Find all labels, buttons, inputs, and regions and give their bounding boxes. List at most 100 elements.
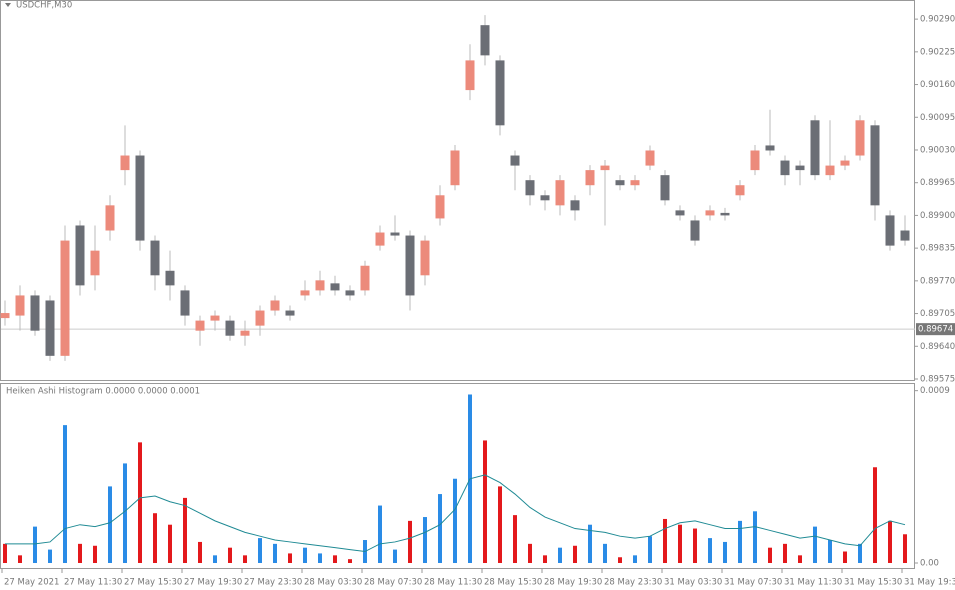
candle-body — [45, 300, 55, 356]
histogram-bar — [213, 555, 217, 563]
x-tick-label: 28 May 15:30 — [484, 578, 542, 588]
x-tick-label: 28 May 03:30 — [304, 578, 362, 588]
histogram-bar — [618, 557, 622, 563]
candle-body — [795, 165, 805, 171]
candle-body — [75, 225, 85, 286]
histogram-bar — [708, 538, 712, 563]
histogram-bar — [528, 543, 532, 563]
candle-body — [375, 232, 385, 246]
histogram-bar — [903, 534, 907, 563]
indicator-title: Heiken Ashi Histogram 0.0000 0.0000 0.00… — [6, 387, 200, 397]
candle-body — [480, 25, 490, 56]
candle-body — [840, 160, 850, 166]
y-tick-label: 0.89835 — [920, 244, 955, 254]
candle-body — [255, 310, 265, 326]
candle-body — [420, 240, 430, 276]
candle-body — [555, 180, 565, 206]
candle-body — [690, 220, 700, 241]
candle-body — [900, 230, 910, 241]
histogram-bar — [63, 425, 67, 563]
indicator-panel-frame — [0, 383, 915, 569]
x-tick-label: 28 May 07:30 — [364, 578, 422, 588]
candle-body — [540, 195, 550, 201]
histogram-bar — [3, 543, 7, 563]
candle-body — [735, 185, 745, 196]
histogram-bar — [168, 524, 172, 563]
x-tick-label: 27 May 11:30 — [64, 578, 122, 588]
histogram-bar — [513, 515, 517, 563]
candle-body — [510, 155, 520, 166]
candle-body — [750, 150, 760, 171]
candle-body — [345, 290, 355, 296]
histogram-bar — [123, 463, 127, 563]
x-tick-label: 31 May 19:30 — [904, 578, 955, 588]
y-tick-label: 0.89640 — [920, 342, 955, 352]
x-tick-label: 28 May 23:30 — [604, 578, 662, 588]
collapse-icon — [5, 3, 11, 7]
histogram-bar — [393, 549, 397, 563]
x-tick-label: 27 May 15:30 — [124, 578, 182, 588]
x-tick-label: 28 May 11:30 — [424, 578, 482, 588]
histogram-bar — [813, 526, 817, 563]
histogram-bar — [783, 543, 787, 563]
histogram-bar — [588, 524, 592, 563]
candle-body — [300, 290, 310, 296]
candle-body — [810, 120, 820, 176]
candle-body — [825, 165, 835, 176]
x-tick-label: 27 May 23:30 — [244, 578, 302, 588]
y-tick-label: 0.90160 — [920, 80, 955, 90]
candle-body — [630, 180, 640, 186]
candle-body — [360, 265, 370, 291]
histogram-bar — [768, 547, 772, 563]
x-tick-label: 31 May 15:30 — [844, 578, 902, 588]
x-tick-label: 31 May 07:30 — [724, 578, 782, 588]
histogram-bar — [408, 520, 412, 563]
candle-body — [570, 200, 580, 211]
histogram-bar — [438, 494, 442, 563]
candle-body — [495, 60, 505, 126]
candle-body — [105, 205, 115, 231]
histogram-bar — [303, 547, 307, 563]
histogram-bar — [663, 518, 667, 563]
candle-body — [60, 240, 70, 356]
candle-body — [660, 175, 670, 201]
histogram-bar — [843, 551, 847, 563]
candle-body — [600, 165, 610, 171]
histogram-bar — [258, 538, 262, 563]
y-tick-label: 0.89575 — [920, 374, 955, 384]
histogram-bar — [288, 553, 292, 563]
x-tick-label: 27 May 19:30 — [184, 578, 242, 588]
candle-body — [615, 180, 625, 186]
candle-body — [210, 315, 220, 321]
histogram-bar — [873, 467, 877, 563]
x-tick-label: 31 May 03:30 — [664, 578, 722, 588]
histogram-bar — [798, 555, 802, 563]
candle-body — [585, 170, 595, 186]
histogram-bar — [378, 505, 382, 563]
candle-body — [780, 160, 790, 176]
candle-body — [180, 290, 190, 316]
y-tick-label: 0.0009 — [920, 386, 950, 396]
chart-title: USDCHF,M30 — [16, 1, 72, 11]
histogram-bar — [753, 511, 757, 563]
candle-body — [135, 155, 145, 241]
histogram-bar — [828, 540, 832, 563]
histogram-bar — [633, 555, 637, 563]
candle-body — [225, 320, 235, 336]
y-tick-label: 0.89705 — [920, 309, 955, 319]
histogram-bar — [198, 541, 202, 563]
candle-body — [405, 235, 415, 296]
y-tick-label: 0.90095 — [920, 113, 955, 123]
x-tick-label: 31 May 11:30 — [784, 578, 842, 588]
histogram-bar — [93, 545, 97, 563]
y-tick-label: 0.89770 — [920, 276, 955, 286]
histogram-bar — [678, 524, 682, 563]
candle-body — [525, 180, 535, 196]
candle-body — [645, 150, 655, 166]
y-tick-label: 0.90290 — [920, 15, 955, 25]
histogram-bar — [558, 547, 562, 563]
candle-body — [330, 283, 340, 291]
candle-body — [150, 240, 160, 276]
histogram-bar — [738, 520, 742, 563]
